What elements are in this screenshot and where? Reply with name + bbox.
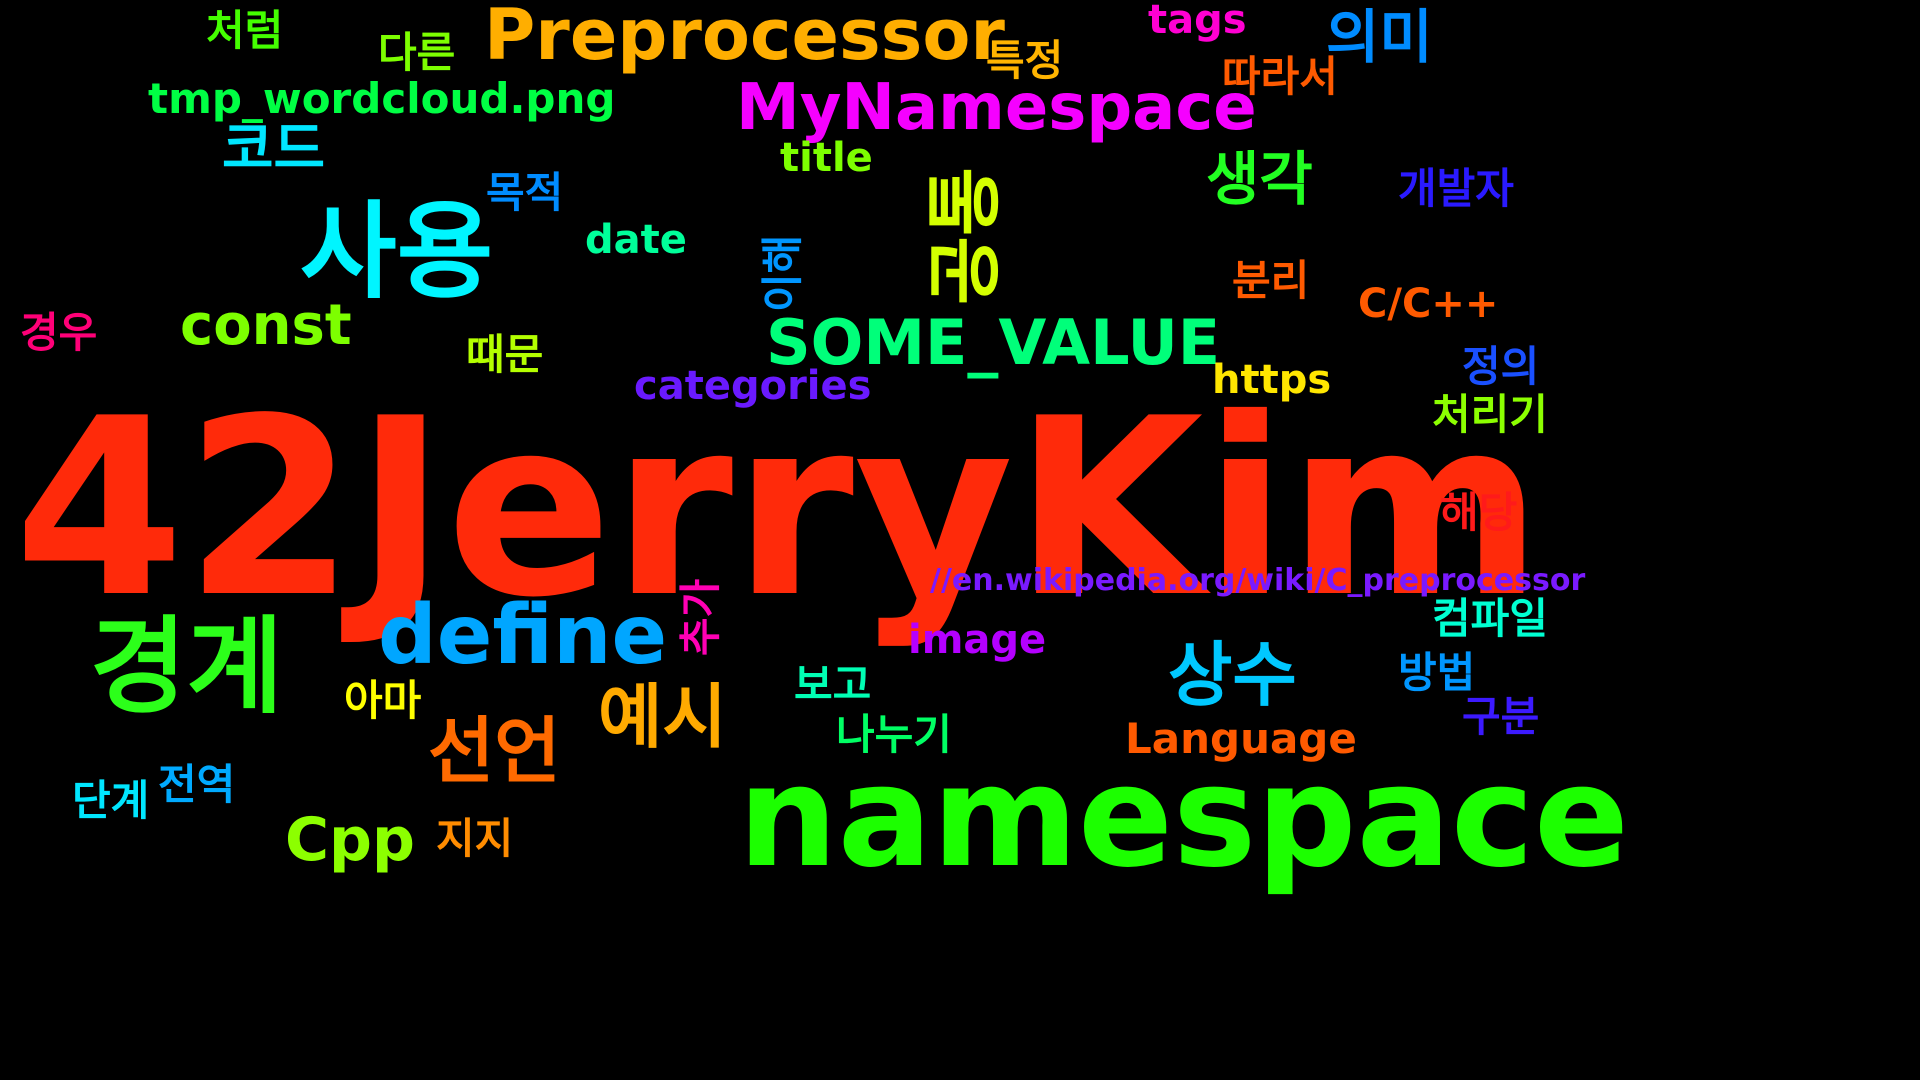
word-division: 나누기 [836, 710, 952, 759]
word-c-cpp: C/C++ [1358, 281, 1499, 327]
word-42jerrykim: 42JerryKim [14, 366, 1543, 651]
word-thought: 생각 [1206, 145, 1313, 213]
word-other: 다른 [378, 28, 456, 77]
word-define: define [378, 588, 668, 683]
word-https: https [1212, 357, 1332, 403]
word-declaration: 선언 [428, 709, 561, 793]
word-corresponding: 해당 [1440, 488, 1518, 537]
word-use: 사용 [300, 191, 494, 313]
word-compile: 컴파일 [1432, 594, 1548, 643]
word-boundary: 경계 [90, 606, 284, 728]
word-mynamespace: MyNamespace [736, 71, 1257, 145]
word-categories: categories [634, 363, 872, 409]
word-constant: 상수 [1168, 634, 1297, 716]
word-image: image [908, 617, 1047, 663]
word-definition: 정의 [1462, 342, 1540, 391]
word-meaning: 의미 [1326, 3, 1433, 71]
word-language: Language [1125, 714, 1357, 763]
word-case: 경우 [20, 308, 98, 357]
word-therefore: 따라서 [1222, 52, 1338, 101]
word-wikipedia-url: //en.wikipedia.org/wiki/C_preprocessor [930, 563, 1586, 598]
word-processor: 처리기 [1432, 390, 1548, 439]
word-code: 코드 [222, 117, 326, 182]
word-cpp: Cpp [285, 805, 415, 875]
word-because: 때문 [466, 330, 544, 379]
word-like: 처럼 [206, 6, 284, 55]
word-seeing: 보고 [794, 660, 872, 709]
word-purpose: 목적 [486, 168, 564, 217]
word-stage: 단계 [72, 776, 150, 825]
word-support: 지지 [436, 814, 514, 863]
word-date: date [585, 217, 687, 263]
word-distinction: 구분 [1462, 692, 1540, 741]
word-understanding: 이해 [758, 234, 807, 312]
word-namespace: namespace [738, 736, 1629, 899]
word-method: 방법 [1398, 648, 1476, 697]
word-developer: 개발자 [1398, 164, 1514, 213]
word-preprocessor: Preprocessor [484, 0, 1005, 76]
word-separation: 분리 [1232, 256, 1310, 305]
word-addition: 추가 [676, 578, 725, 656]
word-tags: tags [1148, 0, 1247, 43]
word-some-value: SOME_VALUE [766, 306, 1221, 379]
word-const: const [180, 293, 352, 358]
word-global: 전역 [158, 760, 236, 809]
word-example: 예시 [598, 676, 727, 758]
word-common: 공통 [921, 166, 1009, 305]
word-title: title [780, 135, 873, 181]
word-maybe: 아마 [344, 676, 422, 725]
word-specific: 특정 [986, 36, 1064, 85]
word-tmp-wordcloud: tmp_wordcloud.png [148, 74, 616, 123]
